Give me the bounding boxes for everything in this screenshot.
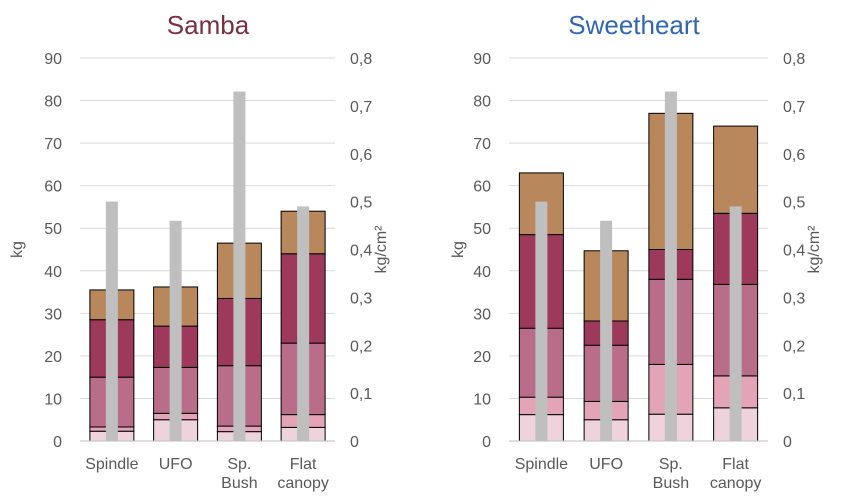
- y2-tick-label: 0,5: [350, 195, 372, 212]
- overlay-bar: [105, 201, 118, 441]
- overlay-bar: [729, 206, 742, 441]
- y-tick-label: 40: [44, 264, 62, 281]
- y2-tick-label: 0,7: [783, 99, 805, 116]
- y-tick-label: 0: [482, 434, 491, 451]
- y-axis-label: kg: [450, 241, 467, 258]
- x-tick-label: Flat canopy: [710, 456, 762, 492]
- y-tick-label: 70: [473, 136, 491, 153]
- y2-tick-label: 0,3: [350, 290, 372, 307]
- y2-tick-label: 0,2: [783, 338, 805, 355]
- y2-tick-label: 0,7: [350, 99, 372, 116]
- x-tick-label: Sp. Bush: [221, 456, 257, 492]
- y-tick-label: 30: [44, 306, 62, 323]
- y2-tick-label: 0,5: [783, 195, 805, 212]
- y2-tick-label: 0,8: [783, 51, 805, 68]
- y-tick-label: 10: [44, 391, 62, 408]
- overlay-bar: [664, 91, 677, 441]
- x-tick-label: Spindle: [85, 456, 138, 473]
- y2-tick-label: 0,6: [783, 147, 805, 164]
- overlay-bar: [600, 220, 613, 441]
- chart-title: Sweetheart: [568, 10, 700, 40]
- x-tick-label: Sp. Bush: [653, 456, 689, 492]
- chart-title: Samba: [167, 10, 250, 40]
- chart-panel-1: Samba 0 10 20 30 40 50 60 70 80 90 0 0,1 0,2 0,3 0,4 0,5…: [9, 10, 390, 492]
- bar-segment: [713, 125, 759, 214]
- x-tick-label: UFO: [159, 456, 193, 473]
- chart-panel-2: Sweetheart 0 10 20 30 40 50 60 70 80 90 0 0,1 0,2 0,3 0…: [450, 10, 823, 492]
- y-axis-label: kg: [9, 241, 26, 258]
- overlay-bar: [233, 91, 246, 441]
- y-tick-label: 90: [473, 51, 491, 68]
- y2-axis-label: kg/cm²: [806, 225, 823, 274]
- y-tick-label: 30: [473, 306, 491, 323]
- overlay-bar: [169, 220, 182, 441]
- y-tick-label: 60: [44, 179, 62, 196]
- y2-tick-label: 0: [783, 434, 792, 451]
- y2-tick-label: 0,3: [783, 290, 805, 307]
- y-tick-label: 60: [473, 179, 491, 196]
- y2-tick-label: 0,6: [350, 147, 372, 164]
- overlay-bar: [297, 206, 310, 441]
- y-tick-label: 50: [44, 221, 62, 238]
- y-tick-label: 10: [473, 391, 491, 408]
- y-tick-label: 20: [44, 349, 62, 366]
- y2-tick-label: 0,1: [783, 386, 805, 403]
- x-tick-label: Spindle: [515, 456, 568, 473]
- y2-axis-label: kg/cm²: [373, 225, 390, 274]
- x-tick-label: Flat canopy: [277, 456, 329, 492]
- y2-tick-label: 0,8: [350, 51, 372, 68]
- y2-tick-label: 0,4: [350, 243, 372, 260]
- y-tick-label: 50: [473, 221, 491, 238]
- y-tick-label: 80: [473, 94, 491, 111]
- y-tick-label: 70: [44, 136, 62, 153]
- x-tick-label: UFO: [589, 456, 623, 473]
- y-tick-label: 0: [53, 434, 62, 451]
- y2-tick-label: 0,1: [350, 386, 372, 403]
- y2-tick-label: 0,4: [783, 243, 805, 260]
- overlay-bar: [535, 201, 548, 441]
- y2-tick-label: 0: [350, 434, 359, 451]
- y2-tick-label: 0,2: [350, 338, 372, 355]
- y-tick-label: 40: [473, 264, 491, 281]
- y-tick-label: 20: [473, 349, 491, 366]
- y-tick-label: 90: [44, 51, 62, 68]
- y-tick-label: 80: [44, 94, 62, 111]
